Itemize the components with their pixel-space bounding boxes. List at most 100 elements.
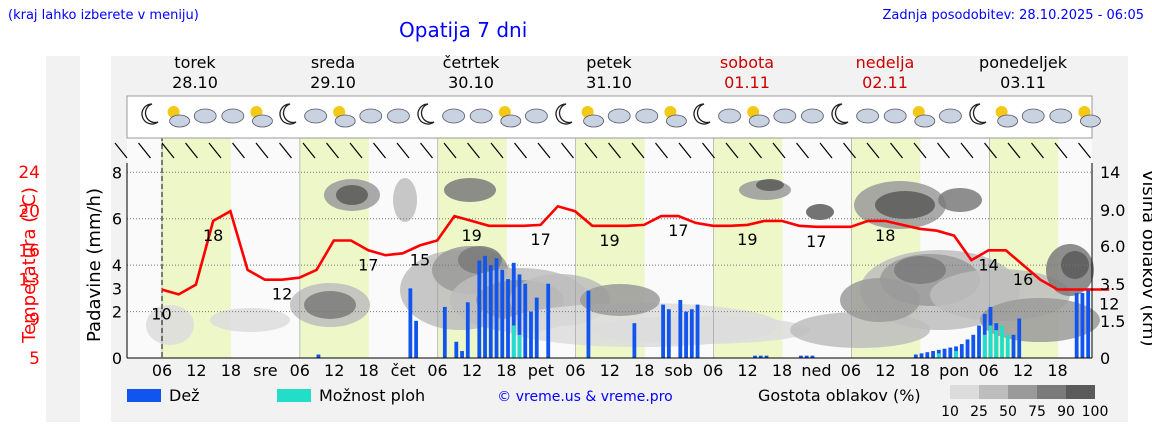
wind-arrow xyxy=(490,142,504,159)
cloud-density-blob xyxy=(894,256,946,284)
cloud-icon xyxy=(304,108,328,124)
temperature-label: 15 xyxy=(410,250,430,269)
rain-bar xyxy=(684,311,688,358)
rain-bar xyxy=(488,265,493,358)
weather-icon xyxy=(969,103,987,125)
wind-arrow xyxy=(1007,142,1021,159)
weather-icon xyxy=(1049,108,1073,124)
cloud-icon xyxy=(718,108,741,124)
temperature-tick: 16 xyxy=(18,241,40,261)
legend-cloud-level: 25 xyxy=(970,404,988,420)
rain-bar xyxy=(666,309,671,358)
legend-shower-label: Možnost ploh xyxy=(319,386,425,405)
legend-cloud-swatch xyxy=(1066,385,1095,399)
wind-arrow xyxy=(208,142,222,159)
rain-bar xyxy=(483,255,487,358)
weather-icon xyxy=(359,108,383,124)
rain-bar xyxy=(511,262,516,358)
cloud-icon xyxy=(773,108,797,124)
wind-arrow xyxy=(279,142,292,159)
shower-bar xyxy=(517,334,522,358)
moon-icon xyxy=(831,103,849,125)
cloud-icon xyxy=(666,114,687,128)
temperature-tick: 9 xyxy=(29,310,40,330)
wind-arrow xyxy=(420,142,433,159)
rain-bar xyxy=(942,348,947,358)
temperature-tick: 13 xyxy=(18,271,40,291)
wind-arrow xyxy=(114,142,128,159)
x-tick-label: 12 xyxy=(186,361,206,380)
wind-arrow xyxy=(702,142,715,159)
cloud-density-blob xyxy=(756,179,784,191)
cloud-height-tick: 3.5 xyxy=(1100,275,1125,294)
x-tick-label: 12 xyxy=(462,361,482,380)
rain-bar xyxy=(764,355,769,358)
rain-bar xyxy=(442,306,447,358)
precip-tick: 3 xyxy=(112,279,122,298)
wind-arrow xyxy=(326,142,339,159)
shower-bar xyxy=(1000,325,1004,358)
weather-icon xyxy=(279,103,297,125)
cloud-icon xyxy=(1080,114,1101,128)
temperature-tick: 5 xyxy=(29,349,40,369)
cloud-density-blob xyxy=(146,305,194,345)
wind-arrow xyxy=(161,142,175,159)
wind-arrow xyxy=(749,142,762,159)
weather-icon xyxy=(250,106,273,128)
rain-bar xyxy=(689,309,694,358)
wind-arrow xyxy=(467,142,480,159)
cloud-icon xyxy=(914,114,936,128)
moon-icon xyxy=(279,103,297,125)
rain-bar xyxy=(913,354,918,358)
rain-bar xyxy=(959,344,964,358)
temperature-tick: 20 xyxy=(18,202,40,222)
cloud-icon xyxy=(883,108,907,124)
last-updated: Zadnja posodobitev: 28.10.2025 - 06:05 xyxy=(882,8,1144,23)
cloud-icon xyxy=(169,114,191,128)
wind-arrow xyxy=(631,142,645,159)
rain-bar xyxy=(977,325,981,358)
wind-arrow xyxy=(232,142,245,159)
cloud-icon xyxy=(334,114,356,128)
left-axis-panel xyxy=(46,56,80,422)
x-tick-label: pon xyxy=(939,361,969,380)
cloud-density-blob xyxy=(790,312,930,348)
weather-icon xyxy=(939,108,962,124)
temperature-axis-title: Temperatura (°C) xyxy=(19,187,40,344)
rain-bar xyxy=(316,354,321,358)
precip-tick: 4 xyxy=(112,256,122,275)
shower-bar xyxy=(1005,334,1010,358)
legend-cloud-level: 10 xyxy=(941,404,959,420)
x-tick-label: 06 xyxy=(703,361,723,380)
wind-arrow xyxy=(514,142,527,159)
cloud-density-blob xyxy=(938,188,982,212)
wind-arrow xyxy=(608,142,621,159)
rain-bar xyxy=(465,302,470,358)
weather-icon xyxy=(167,106,191,128)
wind-arrow xyxy=(349,142,363,159)
weather-icon xyxy=(607,108,631,124)
day-name: ponedeljek xyxy=(979,53,1068,72)
wind-arrow xyxy=(960,142,974,159)
cloud-density-blob xyxy=(840,278,920,322)
rain-bar xyxy=(1086,288,1091,358)
page-title: Opatija 7 dni xyxy=(399,18,528,42)
wind-arrow xyxy=(537,142,551,159)
precip-tick: 8 xyxy=(112,163,122,182)
location-menu-note[interactable]: (kraj lahko izberete v meniju) xyxy=(8,8,199,23)
day-date: 01.11 xyxy=(724,73,770,92)
temperature-label: 12 xyxy=(272,285,292,304)
cloud-icon xyxy=(635,108,659,124)
legend-cloud-swatch xyxy=(1037,385,1066,399)
temperature-label: 12 xyxy=(1099,294,1119,313)
weather-icon xyxy=(525,108,548,124)
weather-icon xyxy=(995,106,1018,128)
cloud-density-blob xyxy=(875,191,935,219)
moon-icon xyxy=(969,103,987,125)
legend-cloud-swatch xyxy=(1008,385,1037,399)
x-tick-label: 18 xyxy=(1047,361,1067,380)
cloud-icon xyxy=(469,108,493,124)
cloud-density-blob xyxy=(336,185,368,205)
cloud-icon xyxy=(525,108,548,124)
